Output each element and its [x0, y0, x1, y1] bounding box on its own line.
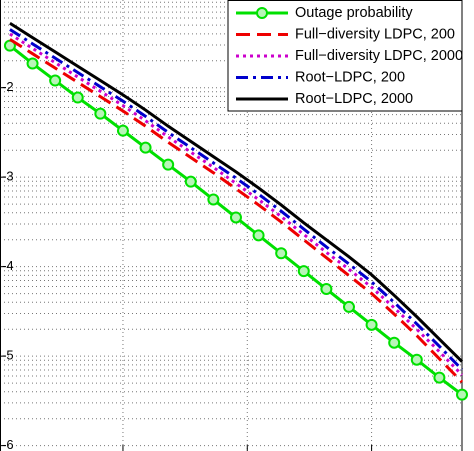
- marker: [116, 124, 129, 137]
- marker: [94, 107, 107, 120]
- marker: [388, 336, 401, 349]
- y-tick-label: -4: [2, 258, 14, 273]
- y-tick-label: -2: [2, 79, 14, 94]
- legend-label: Outage probability: [295, 5, 413, 21]
- legend-label: Root−LDPC, 2000: [295, 91, 413, 107]
- legend-label: Full−diversity LDPC, 2000: [295, 48, 463, 64]
- marker: [410, 353, 423, 366]
- series-line: [9, 28, 464, 371]
- marker: [162, 158, 175, 171]
- marker: [26, 57, 39, 70]
- marker: [184, 175, 197, 188]
- marker: [252, 229, 265, 242]
- y-tick-label: -3: [2, 169, 14, 184]
- series-line: [9, 21, 464, 363]
- marker: [456, 388, 468, 401]
- marker: [229, 211, 242, 224]
- marker: [433, 371, 446, 384]
- series-line: [9, 32, 464, 376]
- y-tick-label: -6: [2, 437, 14, 451]
- marker: [275, 247, 288, 260]
- legend-label: Root−LDPC, 200: [295, 69, 405, 85]
- marker: [71, 91, 84, 104]
- y-tick-label: -5: [2, 348, 14, 363]
- marker: [342, 300, 355, 313]
- marker: [320, 283, 333, 296]
- marker: [297, 265, 310, 278]
- marker: [49, 74, 62, 87]
- marker: [207, 193, 220, 206]
- series-line: [9, 38, 464, 384]
- marker: [139, 141, 152, 154]
- legend-marker: [256, 7, 268, 19]
- marker: [365, 318, 378, 331]
- legend-label: Full−diversity LDPC, 200: [295, 26, 455, 42]
